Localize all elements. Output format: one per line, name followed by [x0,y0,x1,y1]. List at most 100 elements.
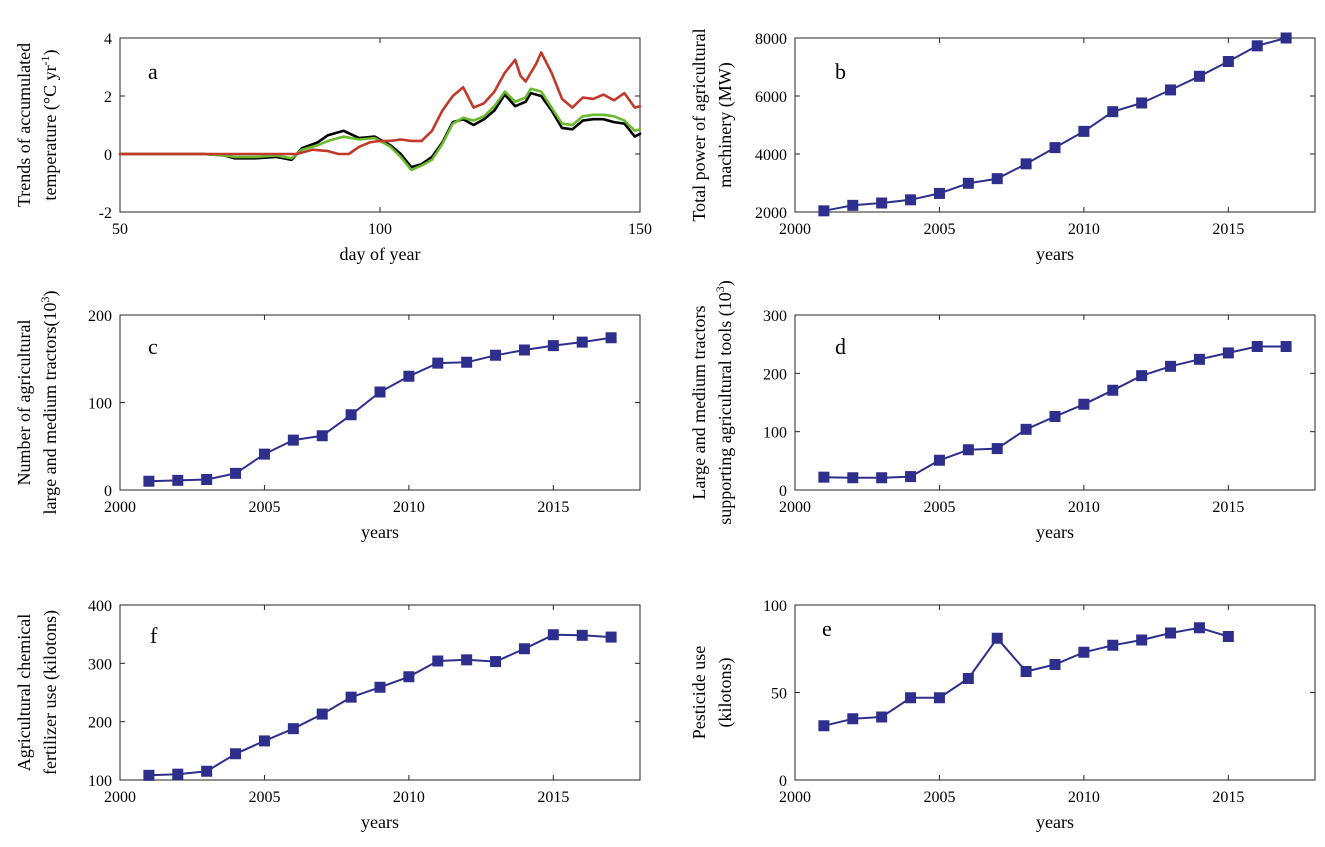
x-tick-label: 2010 [1068,499,1100,516]
data-point-marker [403,671,415,683]
x-tick-label: 2000 [104,789,136,806]
x-axis-label: years [1036,244,1074,264]
y-tick-label: 400 [88,598,112,615]
data-point-marker [461,356,473,368]
data-point-marker [962,177,974,189]
data-point-marker [345,409,357,421]
data-point-marker [576,629,588,641]
x-tick-label: 2015 [537,499,569,516]
panel-letter: d [835,334,846,359]
data-point-marker [818,205,830,217]
data-point-marker [962,673,974,684]
data-point-marker [287,434,299,446]
data-point-marker [172,474,184,486]
axes-frame-c [119,314,641,491]
data-point-marker [1020,666,1032,677]
y-axis-label-line2: machinery (MW) [715,62,736,187]
y-axis-label-line1: Total power of agricultural [689,28,709,221]
y-tick-label: 0 [779,483,787,500]
y-axis-label-line1: Trends of accumulated [14,43,34,207]
y-tick-label: 100 [763,425,787,442]
data-point-marker [201,474,213,485]
data-point-marker [1222,347,1234,359]
data-point-marker [1222,55,1234,67]
y-axis-label-text: (kilotons) [715,657,736,727]
y-tick-label: 4 [104,31,112,48]
x-axis-label: day of year [340,244,421,264]
x-axis-label: years [361,522,399,542]
y-axis-label-line2: fertilizer use (kilotons) [40,610,61,775]
panel-e: 2000 2005 2010 2015 0 50 100 years Pesticide use… [689,598,1316,832]
data-point-marker [461,654,473,666]
panel-letter: e [822,616,832,641]
data-point-marker [374,681,386,693]
data-point-marker [1020,158,1032,170]
series-line-a-1 [118,87,642,172]
y-axis-label-line1: Number of agricultural [14,320,34,486]
axes-frame-b [794,37,1316,213]
data-point-marker [847,472,859,484]
panel-letter: b [835,59,846,84]
x-tick-label: 2010 [1068,221,1100,238]
data-point-marker [1165,84,1177,96]
y-tick-label: 300 [763,308,787,325]
panel-letter: f [150,623,158,648]
x-tick-label: 2000 [779,789,811,806]
data-point-marker [876,472,888,484]
data-point-marker [490,656,502,668]
data-point-marker [1078,398,1090,410]
y-axis-label-text: large and medium tractors(10 [40,302,61,514]
data-point-marker [1280,341,1292,352]
x-tick-label: 2005 [923,789,955,806]
data-point-marker [1049,659,1061,670]
data-point-marker [991,632,1003,644]
y-axis-label-line1: Large and medium tractors [689,305,709,499]
data-point-marker [403,370,415,382]
x-tick-label: 2015 [1212,789,1244,806]
axes-frame-f [119,604,641,781]
y-axis-label-superscript: 3 [713,286,727,292]
data-point-marker [230,467,242,479]
y-axis-label-text: temperature (°C yr [40,65,61,200]
y-axis-label-suffix: ) [40,290,61,296]
data-point-marker [991,173,1003,185]
x-tick-label: 100 [368,221,392,238]
data-point-marker [847,713,859,725]
y-tick-label: 0 [104,147,112,164]
panel-d: 2000 2005 2010 2015 0 100 200 300 years Large and… [689,280,1316,542]
series-line-a-0 [118,91,642,169]
data-point-marker [1165,360,1177,372]
data-point-marker [1107,384,1119,396]
data-point-marker [933,187,945,199]
data-point-marker [905,692,917,704]
y-axis-label-line2: large and medium tractors(103) [38,290,61,514]
y-axis-label-line1: Pesticide use [689,646,709,739]
data-point-marker [374,386,386,398]
y-tick-label: 8000 [755,31,787,48]
x-tick-label: 2010 [393,499,425,516]
data-point-marker [1020,423,1032,435]
data-point-marker [818,720,830,732]
data-point-marker [316,708,328,720]
data-point-marker [576,336,588,348]
data-point-marker [547,340,559,352]
y-tick-label: 100 [763,598,787,615]
data-point-marker [962,444,974,456]
data-point-marker [432,357,444,369]
data-point-marker [143,475,155,487]
y-tick-label: 6000 [755,89,787,106]
data-point-marker [605,631,617,643]
y-tick-label: 300 [88,656,112,673]
y-tick-label: 100 [88,773,112,790]
data-point-marker [258,735,270,747]
data-point-marker [1078,125,1090,137]
x-tick-label: 2005 [248,789,280,806]
series-line-f-0 [147,633,613,777]
x-tick-label: 2015 [537,789,569,806]
data-point-marker [1136,370,1148,382]
panel-c: 2000 2005 2010 2015 0 100 200 years Number of ag… [14,290,641,542]
data-point-marker [143,769,155,781]
x-tick-label: 2000 [779,499,811,516]
x-tick-label: 2000 [779,221,811,238]
y-tick-label: -2 [99,205,112,222]
